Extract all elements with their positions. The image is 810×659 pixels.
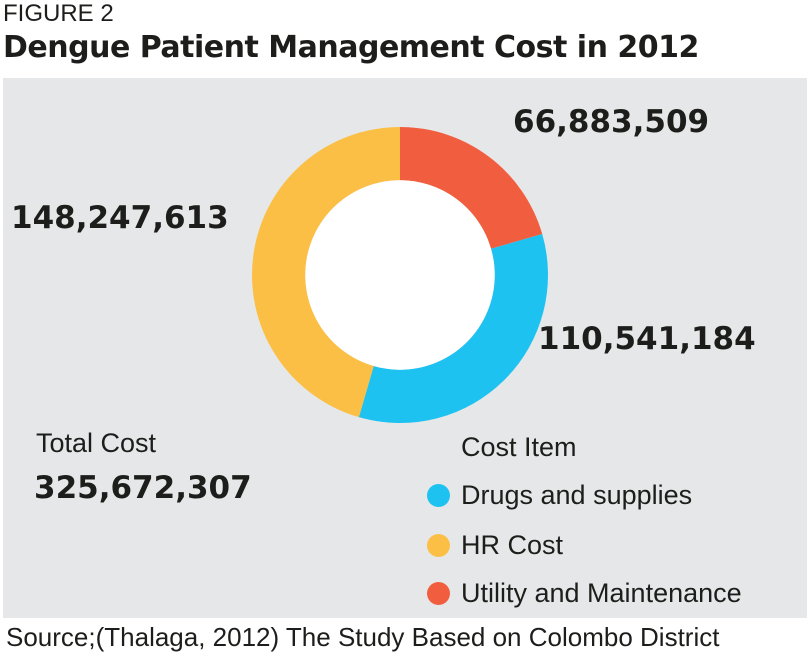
donut-slice-hr [252, 127, 400, 418]
donut-hole [305, 180, 495, 370]
legend-item-utility: Utility and Maintenance [427, 578, 742, 609]
chart-panel: 66,883,509 110,541,184 148,247,613 Total… [3, 78, 807, 618]
figure-label: FIGURE 2 [3, 0, 114, 27]
donut-chart [252, 127, 549, 423]
source-note: Source;(Thalaga, 2012) The Study Based o… [6, 622, 720, 652]
donut-slice-utility [400, 127, 543, 249]
legend-label-drugs: Drugs and supplies [461, 480, 693, 510]
slice-value-label-utility: 66,883,509 [513, 104, 710, 140]
legend-swatch-drugs [427, 484, 450, 507]
slice-value-label-hr: 148,247,613 [11, 200, 229, 236]
legend-label-hr: HR Cost [461, 530, 564, 560]
legend-item-drugs: Drugs and supplies [427, 480, 692, 511]
legend-label-utility: Utility and Maintenance [461, 578, 742, 608]
donut-slice-drugs [358, 234, 549, 423]
total-cost-label: Total Cost [36, 428, 157, 458]
legend-item-hr: HR Cost [427, 530, 563, 561]
slice-value-label-drugs: 110,541,184 [538, 321, 756, 357]
total-cost-value: 325,672,307 [34, 470, 252, 506]
chart-title: Dengue Patient Management Cost in 2012 [3, 30, 699, 65]
legend-swatch-hr [427, 534, 450, 557]
legend-title: Cost Item [461, 432, 577, 462]
legend-swatch-utility [427, 582, 450, 605]
